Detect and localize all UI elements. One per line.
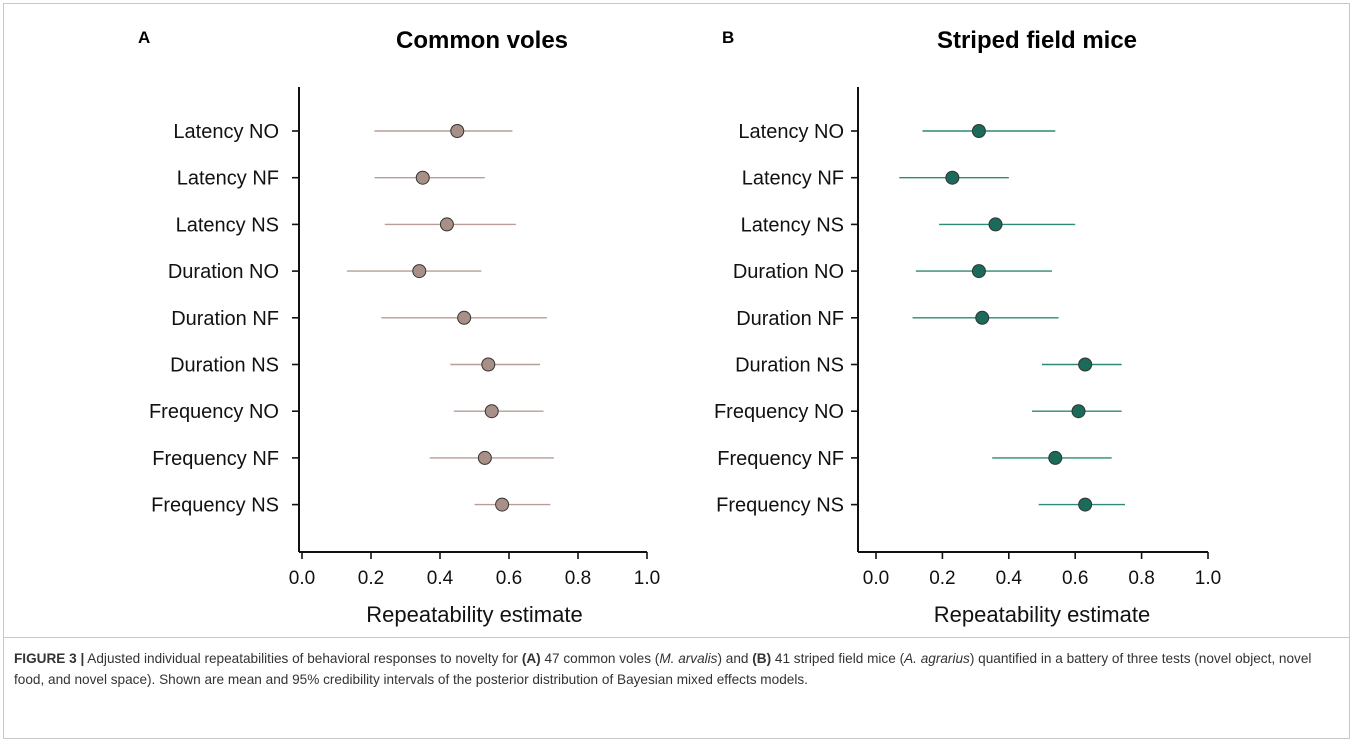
- x-axis-title: Repeatability estimate: [366, 602, 582, 627]
- category-label: Latency NO: [738, 121, 844, 143]
- x-tick-label: 0.0: [289, 568, 315, 589]
- category-label: Latency NS: [741, 214, 844, 236]
- mean-point: [481, 357, 496, 372]
- caption-text-2: 47 common voles (: [540, 651, 660, 666]
- figure-frame: [3, 3, 1350, 739]
- mean-point: [971, 124, 986, 138]
- category-label: Latency NF: [177, 168, 279, 190]
- caption-divider: [4, 637, 1349, 638]
- mean-point: [988, 217, 1003, 232]
- category-label: Latency NF: [742, 168, 844, 190]
- panel-title: Striped field mice: [937, 27, 1137, 54]
- x-tick-label: 0.4: [427, 568, 454, 589]
- figure-caption: FIGURE 3 | Adjusted individual repeatabi…: [14, 648, 1340, 690]
- panel-b: B Striped field mice 0.0 0.2 0.4 0.6 0.8 1.0 Rep…: [714, 27, 1221, 627]
- category-label: Frequency NF: [152, 448, 279, 470]
- category-label: Duration NO: [733, 261, 844, 283]
- mean-point: [484, 404, 499, 419]
- mean-point: [457, 310, 472, 325]
- caption-text-3: ) and: [717, 651, 753, 666]
- mean-point: [412, 264, 427, 279]
- mean-point: [971, 264, 986, 279]
- mean-point: [477, 450, 492, 465]
- category-label: Duration NS: [735, 355, 844, 377]
- panel-letter: A: [138, 28, 150, 47]
- caption-text-4: 41 striped field mice (: [771, 651, 905, 666]
- panel-letter: B: [722, 28, 734, 47]
- mean-point: [1071, 404, 1086, 419]
- mean-point: [439, 217, 454, 232]
- mean-point: [450, 124, 465, 138]
- mean-point: [1078, 497, 1093, 512]
- x-axis-title: Repeatability estimate: [934, 602, 1150, 627]
- x-tick-label: 0.6: [1062, 568, 1088, 589]
- category-label: Frequency NO: [149, 401, 279, 423]
- x-tick-label: 0.8: [1128, 568, 1154, 589]
- caption-ref-b: (B): [752, 651, 772, 666]
- mean-point: [945, 170, 960, 185]
- mean-point: [415, 170, 430, 185]
- x-tick-label: 0.0: [863, 568, 889, 589]
- panel-a: A Common voles 0.0 0.2 0.4 0.6 0.8 1.0 Repeatabi…: [138, 27, 660, 627]
- caption-label: FIGURE 3 |: [14, 651, 85, 666]
- category-label: Duration NS: [170, 355, 279, 377]
- category-label: Frequency NF: [717, 448, 844, 470]
- figure-canvas: A Common voles 0.0 0.2 0.4 0.6 0.8 1.0 Repeatabi…: [138, 27, 1221, 627]
- x-tick-label: 0.4: [996, 568, 1023, 589]
- x-tick-label: 0.8: [565, 568, 591, 589]
- caption-ref-a: (A): [521, 651, 541, 666]
- mean-point: [495, 497, 510, 512]
- caption-species-2: A. agrarius: [904, 651, 970, 666]
- caption-text-5: ) quantified in a battery of three tests…: [14, 651, 1312, 687]
- x-tick-label: 0.2: [929, 568, 955, 589]
- x-tick-label: 1.0: [634, 568, 660, 589]
- category-label: Duration NF: [171, 308, 279, 330]
- mean-point: [975, 310, 990, 325]
- x-tick-label: 0.6: [496, 568, 522, 589]
- category-label: Frequency NO: [714, 401, 844, 423]
- mean-point: [1048, 450, 1063, 465]
- category-label: Latency NO: [173, 121, 279, 143]
- category-label: Duration NF: [736, 308, 844, 330]
- x-tick-label: 0.2: [358, 568, 384, 589]
- category-label: Frequency NS: [151, 495, 279, 517]
- category-label: Frequency NS: [716, 495, 844, 517]
- category-label: Duration NO: [168, 261, 279, 283]
- caption-species-1: M. arvalis: [659, 651, 718, 666]
- panel-title: Common voles: [396, 27, 568, 54]
- caption-text-1: Adjusted individual repeatabilities of b…: [84, 651, 522, 666]
- mean-point: [1078, 357, 1093, 372]
- category-label: Latency NS: [176, 214, 279, 236]
- x-tick-label: 1.0: [1195, 568, 1221, 589]
